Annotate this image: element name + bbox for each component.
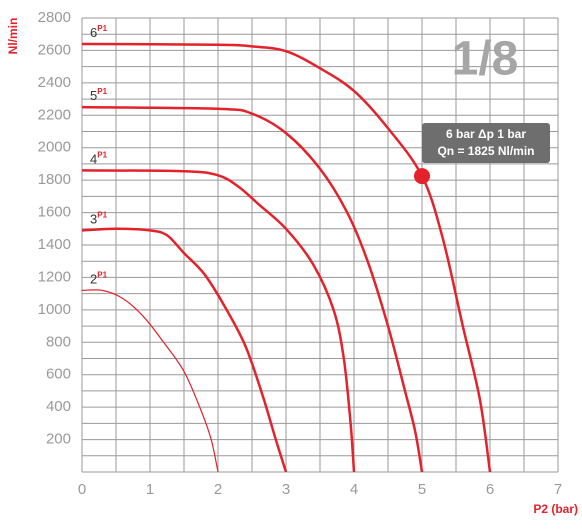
y-tick-label: 2800: [38, 9, 71, 26]
y-tick-label: 800: [46, 333, 71, 350]
y-tick-label: 1600: [38, 204, 71, 221]
y-tick-label: 1200: [38, 268, 71, 285]
curve-sup: P1: [97, 87, 107, 96]
y-tick-label: 400: [46, 398, 71, 415]
curve-number: 4: [90, 152, 97, 167]
curve-sup: P1: [97, 151, 107, 160]
x-tick-label: 1: [146, 481, 154, 498]
y-tick-label: 1800: [38, 171, 71, 188]
x-tick-label: 5: [418, 481, 426, 498]
y-tick-label: 2600: [38, 41, 71, 58]
curve-number: 2: [90, 272, 97, 287]
x-tick-label: 6: [486, 481, 494, 498]
y-tick-label: 200: [46, 431, 71, 448]
curve-number: 5: [90, 89, 97, 104]
badge: 1/8: [452, 33, 519, 86]
y-tick-label: 600: [46, 366, 71, 383]
x-tick-label: 4: [350, 481, 358, 498]
curve-number: 3: [90, 212, 97, 227]
grid: [81, 17, 559, 473]
y-tick-label: 2000: [38, 139, 71, 156]
curve-sup: P1: [97, 24, 107, 33]
curve-label: 5P1: [90, 87, 108, 103]
flow-curve: [81, 169, 356, 473]
curve-sup: P1: [97, 211, 107, 220]
y-tick-label: 1400: [38, 236, 71, 253]
flow-curve: [81, 289, 219, 473]
y-tick-label: 2400: [38, 74, 71, 91]
x-tick-label: 3: [282, 481, 290, 498]
operating-point: [414, 168, 430, 185]
y-tick-label: 2200: [38, 106, 71, 123]
curve-label: 2P1: [90, 271, 108, 287]
y-tick-label: 1000: [38, 301, 71, 318]
x-tick-label: 7: [554, 481, 562, 498]
curve-label: 3P1: [90, 211, 108, 227]
curve-number: 6: [90, 25, 97, 40]
x-tick-label: 2: [214, 481, 222, 498]
annotation-box: [422, 123, 550, 163]
annotation-text: Qn = 1825 Nl/min: [437, 144, 534, 158]
flow-curve: [81, 105, 424, 473]
flow-curve: [81, 42, 492, 473]
y-axis-label: Nl/min: [6, 18, 20, 55]
curve-label: 6P1: [90, 24, 108, 40]
curve-sup: P1: [97, 271, 107, 280]
x-tick-label: 0: [78, 481, 86, 498]
annotation-text: 6 bar Δp 1 bar: [446, 127, 526, 141]
curve-label: 4P1: [90, 151, 108, 167]
flow-curve: [81, 227, 288, 473]
x-axis-label: P2 (bar): [533, 502, 578, 516]
